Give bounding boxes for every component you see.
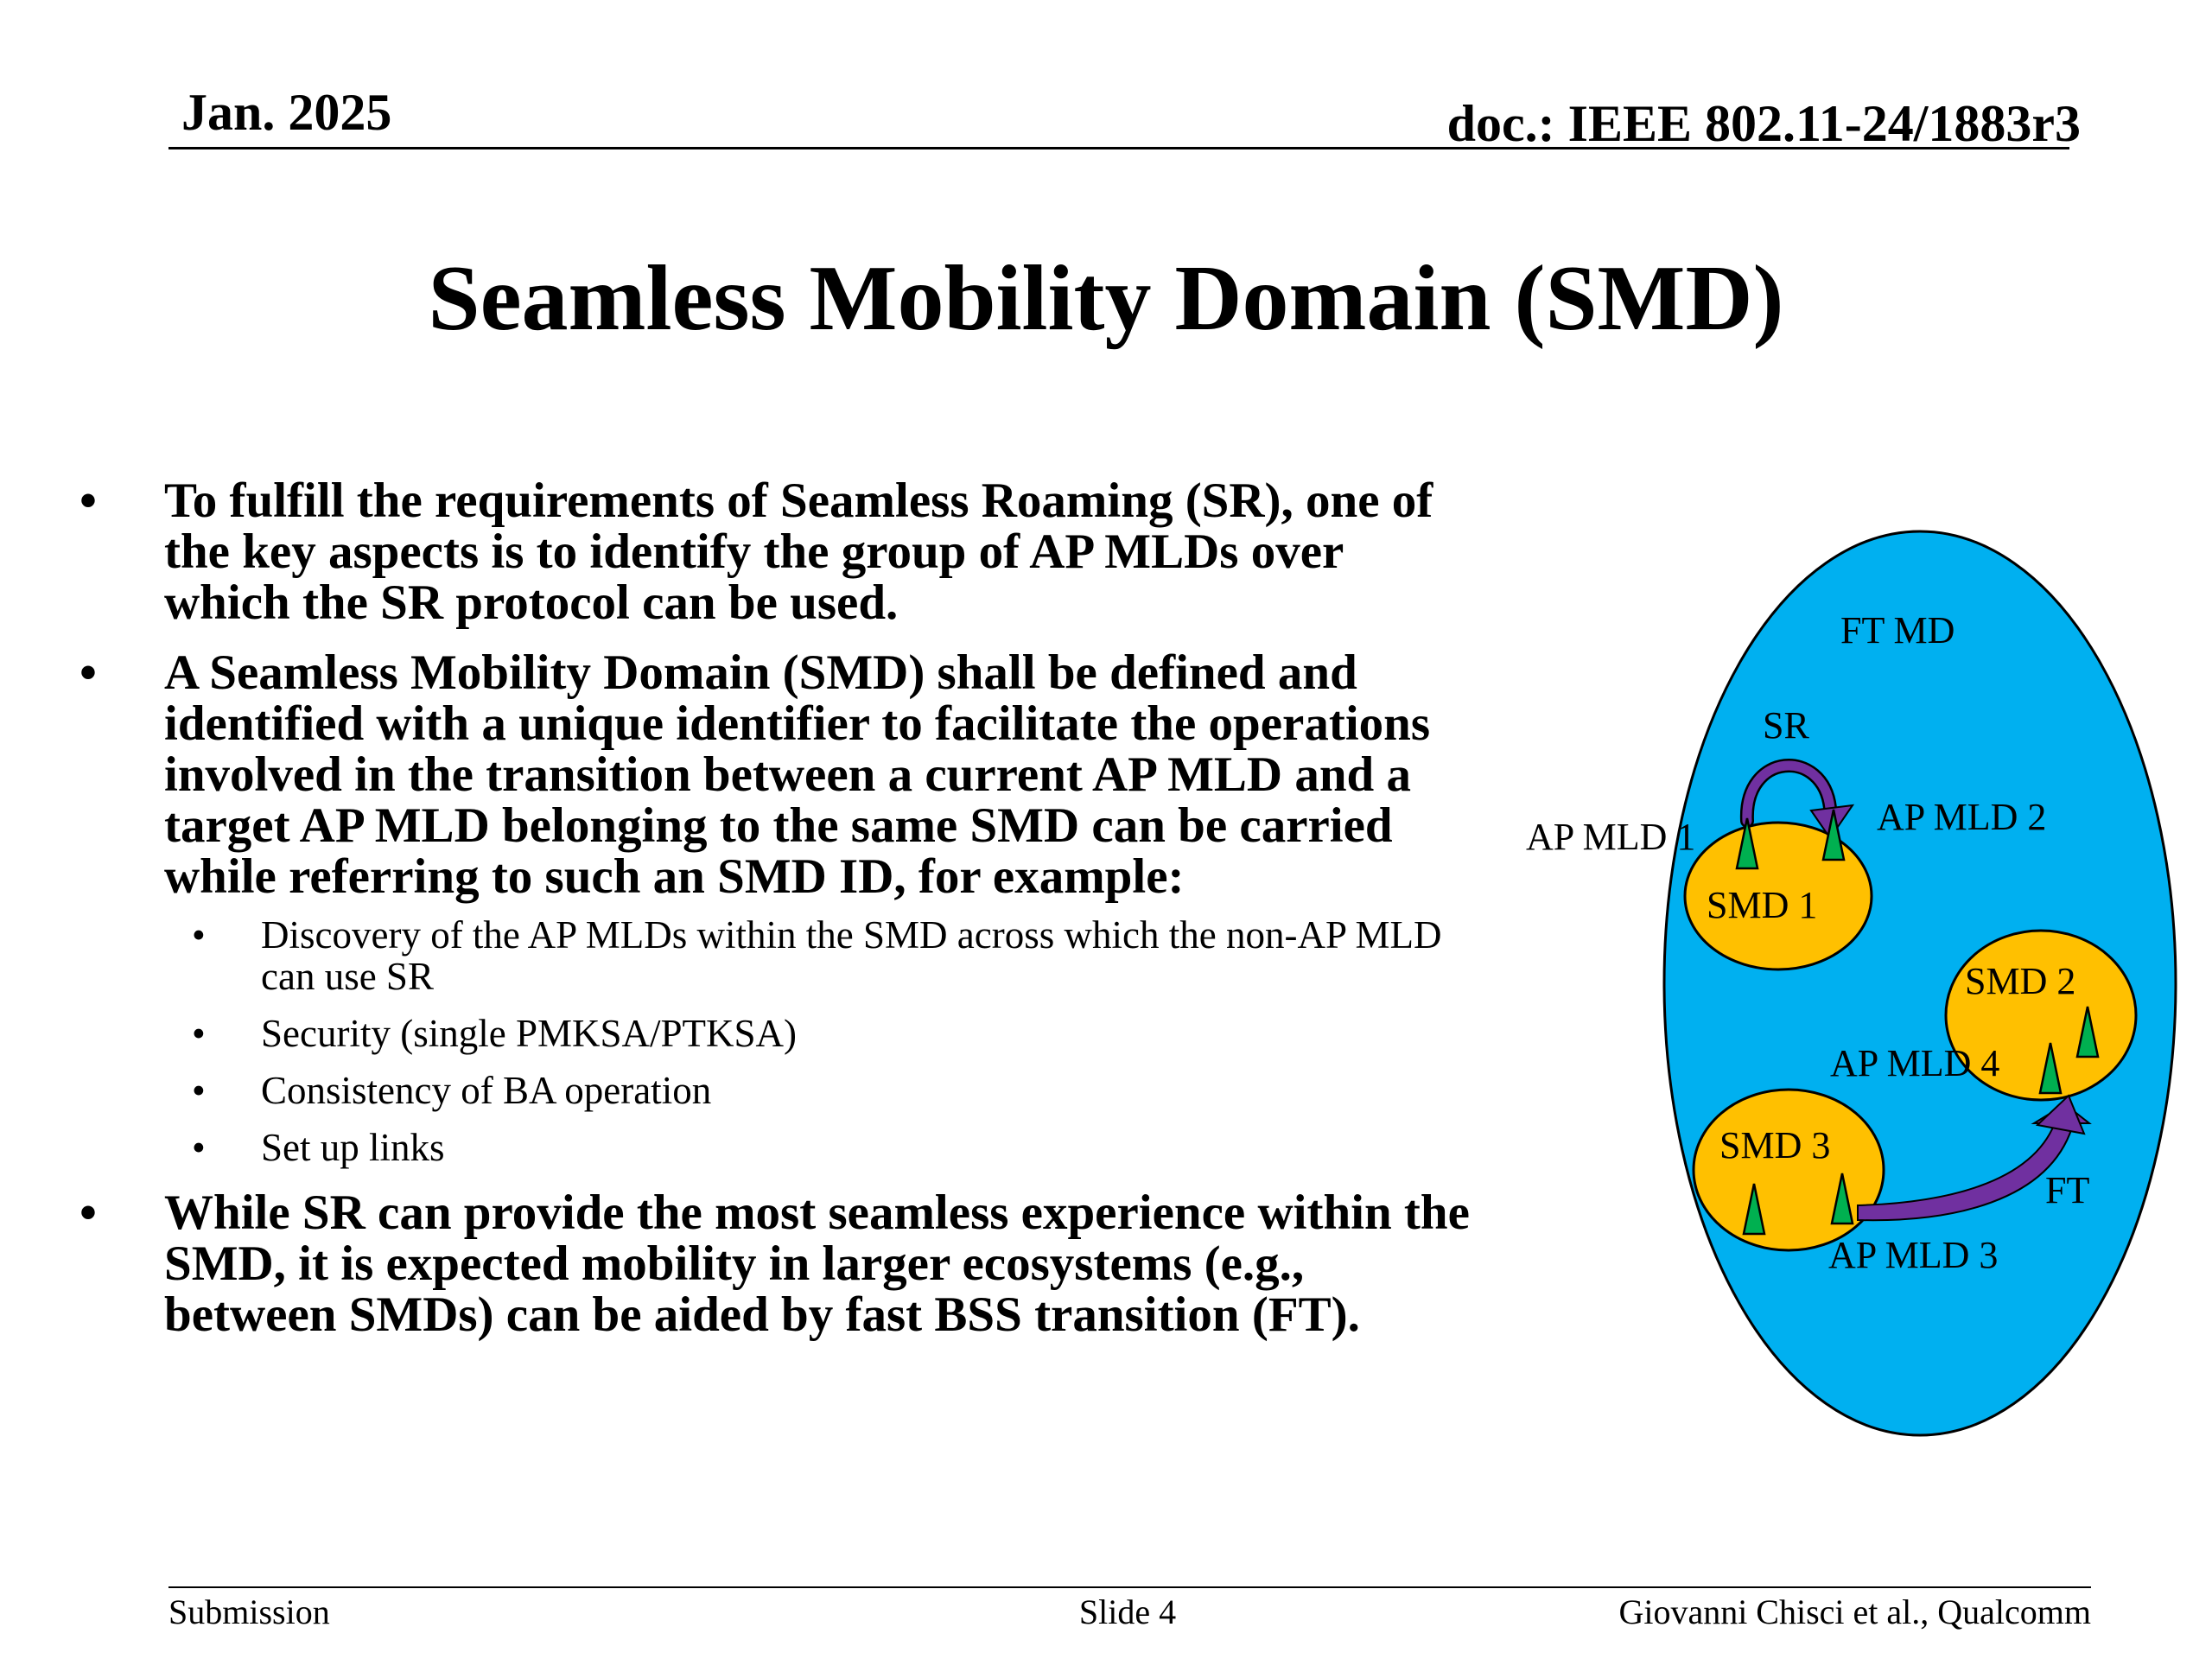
ft-arrowhead [2035, 1094, 2086, 1135]
ap-triangle [1742, 1183, 1766, 1236]
header-date: Jan. 2025 [181, 84, 392, 141]
footer-slide-number: Slide 4 [1078, 1592, 1177, 1631]
sub-bullet-text: Set up links [261, 1126, 445, 1169]
smd1-label: SMD 1 [1707, 884, 1817, 926]
smd2-label: SMD 2 [1965, 960, 2075, 1002]
bullet-text: A Seamless Mobility Domain (SMD) shall b… [164, 645, 1431, 904]
bullet-item: • While SR can provide the most seamless… [79, 1187, 1479, 1340]
header-doc-id: doc.: IEEE 802.11-24/1883r3 [1446, 95, 2081, 152]
slide-title: Seamless Mobility Domain (SMD) [428, 247, 1784, 350]
bullet-text: To fulfill the requirements of Seamless … [164, 474, 1433, 630]
sr-label: SR [1763, 704, 1809, 747]
footer-authors: Giovanni Chisci et al., Qualcomm [1618, 1592, 2091, 1631]
smd3-label: SMD 3 [1719, 1124, 1830, 1166]
ap-triangle [1735, 817, 1759, 870]
ap-triangle [1821, 809, 1846, 861]
ap-triangle [1830, 1173, 1854, 1225]
sub-bullet-list: • Discovery of the AP MLDs within the SMD… [164, 914, 1479, 1168]
bullet-dot: • [79, 474, 97, 528]
sub-bullet-dot: • [192, 1012, 206, 1055]
smd3-circle [1692, 1088, 1885, 1252]
ap-mld1-label: AP MLD 1 [1526, 816, 1695, 858]
sub-bullet-item: • Discovery of the AP MLDs within the SMD… [164, 914, 1479, 997]
sub-bullet-text: Security (single PMKSA/PTKSA) [261, 1012, 798, 1055]
ap-mld3-label: AP MLD 3 [1828, 1234, 1998, 1276]
sub-bullet-item: • Set up links [164, 1127, 1479, 1168]
sr-arrow [1742, 760, 1835, 826]
bullet-text: While SR can provide the most seamless e… [164, 1185, 1470, 1342]
bullet-list: • To fulfill the requirements of Seamles… [79, 475, 1479, 1359]
sub-bullet-dot: • [192, 1126, 206, 1169]
bullet-item: • To fulfill the requirements of Seamles… [79, 475, 1479, 628]
sub-bullet-text: Consistency of BA operation [261, 1069, 712, 1112]
ft-label: FT [2045, 1169, 2089, 1211]
sub-bullet-item: • Consistency of BA operation [164, 1070, 1479, 1111]
footer-rule [168, 1586, 2091, 1588]
sub-bullet-text: Discovery of the AP MLDs within the SMD … [261, 913, 1442, 998]
bullet-item: • A Seamless Mobility Domain (SMD) shall… [79, 647, 1479, 1168]
ft-md-label: FT MD [1840, 609, 1955, 652]
ap-mld4-label: AP MLD 4 [1830, 1042, 1999, 1084]
sub-bullet-dot: • [192, 1069, 206, 1112]
sub-bullet-item: • Security (single PMKSA/PTKSA) [164, 1013, 1479, 1054]
bullet-dot: • [79, 1185, 97, 1240]
sub-bullet-dot: • [192, 913, 206, 957]
footer-submission: Submission [168, 1592, 330, 1631]
header-rule [168, 147, 2069, 149]
bullet-dot: • [79, 645, 97, 700]
ap-mld2-label: AP MLD 2 [1877, 796, 2046, 838]
ap-triangle [2075, 1006, 2100, 1058]
ap-triangle [2038, 1042, 2063, 1095]
